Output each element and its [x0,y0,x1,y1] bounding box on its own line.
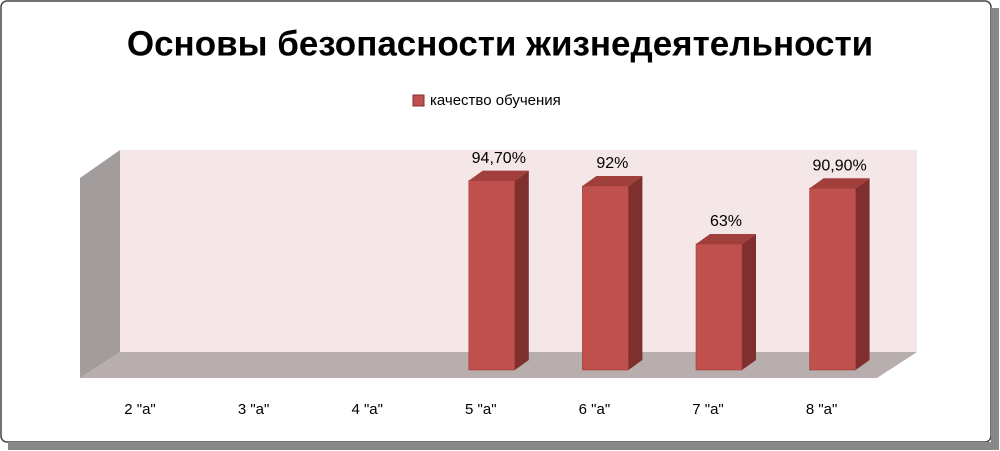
bar-side [742,234,756,370]
x-tick-label: 5 "а" [465,401,497,418]
x-tick-label: 8 "а" [806,401,838,418]
bar [809,187,856,371]
data-label: 92% [596,155,628,172]
x-tick-label: 3 "а" [238,401,270,418]
bar-side [855,178,870,370]
x-tick-label: 6 "а" [579,401,611,418]
legend-swatch [412,94,425,107]
bar-top [582,176,643,186]
bar-side [514,170,529,370]
bar-top [696,234,756,244]
bar-side [628,176,643,370]
bar-top [468,170,529,181]
bar [582,185,629,371]
data-label: 63% [710,213,742,230]
legend-label: качество обучения [430,92,561,109]
bar-top [809,178,870,189]
bar [695,243,743,371]
side-wall [80,150,120,378]
data-label: 94,70% [472,150,526,167]
bar [468,180,516,371]
x-tick-label: 4 "а" [351,401,383,418]
x-tick-label: 7 "а" [692,401,724,418]
data-label: 90,90% [812,157,866,174]
frame-shadow [8,442,999,450]
chart-title: Основы безопасности жизнедеятельности [127,24,873,63]
frame-shadow [991,8,999,448]
x-tick-label: 2 "а" [124,401,156,418]
